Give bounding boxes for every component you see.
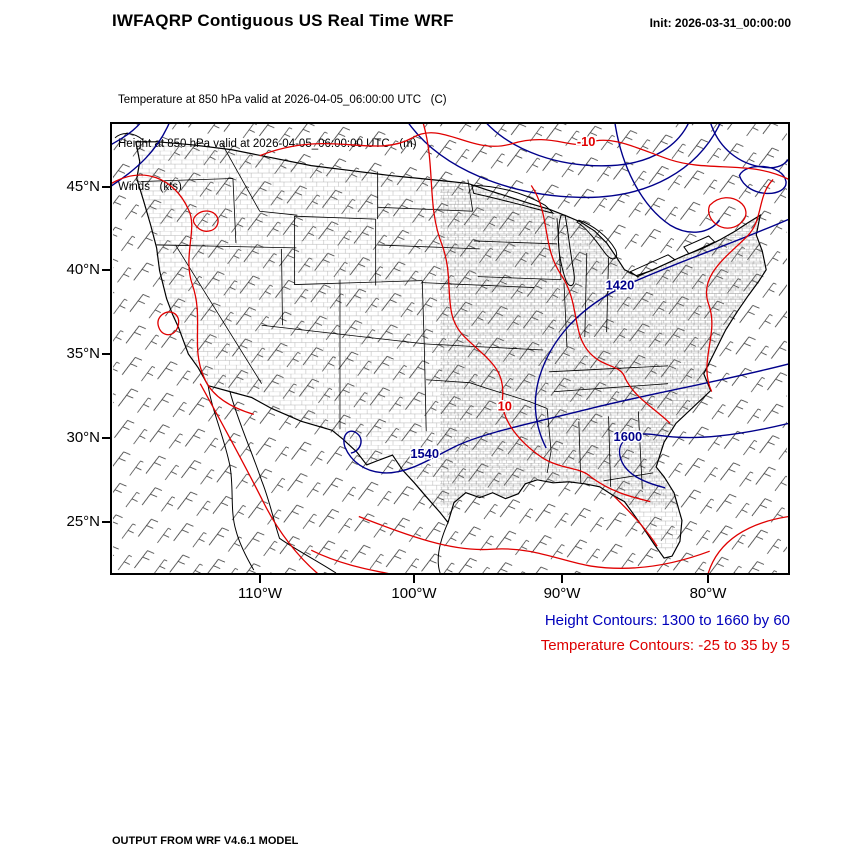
map-plot-frame: 45°N 40°N 35°N 30°N 25°N 110°W 100°W 90°… [66, 122, 790, 602]
temp-contour-label-neg10: -10 [577, 134, 596, 149]
lat-label-30n: 30°N [66, 429, 100, 446]
weather-map-svg: -10 1420 10 1540 1600 [112, 124, 788, 573]
temperature-contours [112, 124, 788, 573]
geography-layer [114, 133, 767, 573]
height-contours-note: Height Contours: 1300 to 1660 by 60 [544, 612, 790, 629]
height-contour-label-1600: 1600 [614, 429, 643, 444]
lat-label-25n: 25°N [66, 513, 100, 530]
lon-tick-80w [707, 575, 709, 583]
init-time-label: Init: 2026-03-31_00:00:00 [649, 16, 791, 30]
lon-label-90w: 90°W [543, 585, 581, 602]
lon-tick-100w [413, 575, 415, 583]
height-contours [112, 124, 788, 489]
model-info: OUTPUT FROM WRF V4.6.1 MODEL WE = 580 ; … [112, 806, 561, 850]
legend-temperature-line: Temperature at 850 hPa valid at 2026-04-… [118, 94, 447, 106]
height-contour-label-1420: 1420 [606, 278, 635, 293]
lon-tick-90w [561, 575, 563, 583]
temp-contour-label-10: 10 [498, 398, 512, 413]
lat-label-45n: 45°N [66, 178, 100, 195]
lat-tick-40n [102, 269, 110, 271]
lon-label-100w: 100°W [391, 585, 437, 602]
lon-tick-110w [259, 575, 261, 583]
lat-tick-35n [102, 353, 110, 355]
lat-label-35n: 35°N [66, 345, 100, 362]
lat-tick-45n [102, 186, 110, 188]
height-contour-label-1540: 1540 [410, 446, 439, 461]
contour-labels: -10 1420 10 1540 1600 [409, 132, 644, 462]
lon-label-110w: 110°W [237, 585, 283, 602]
page-title: IWFAQRP Contiguous US Real Time WRF [112, 11, 454, 30]
lat-tick-30n [102, 437, 110, 439]
state-borders [140, 143, 669, 489]
model-info-line1: OUTPUT FROM WRF V4.6.1 MODEL [112, 835, 299, 847]
temperature-contours-note: Temperature Contours: -25 to 35 by 5 [540, 637, 790, 654]
lon-label-80w: 80°W [689, 585, 727, 602]
lat-tick-25n [102, 521, 110, 523]
lat-label-40n: 40°N [66, 261, 100, 278]
